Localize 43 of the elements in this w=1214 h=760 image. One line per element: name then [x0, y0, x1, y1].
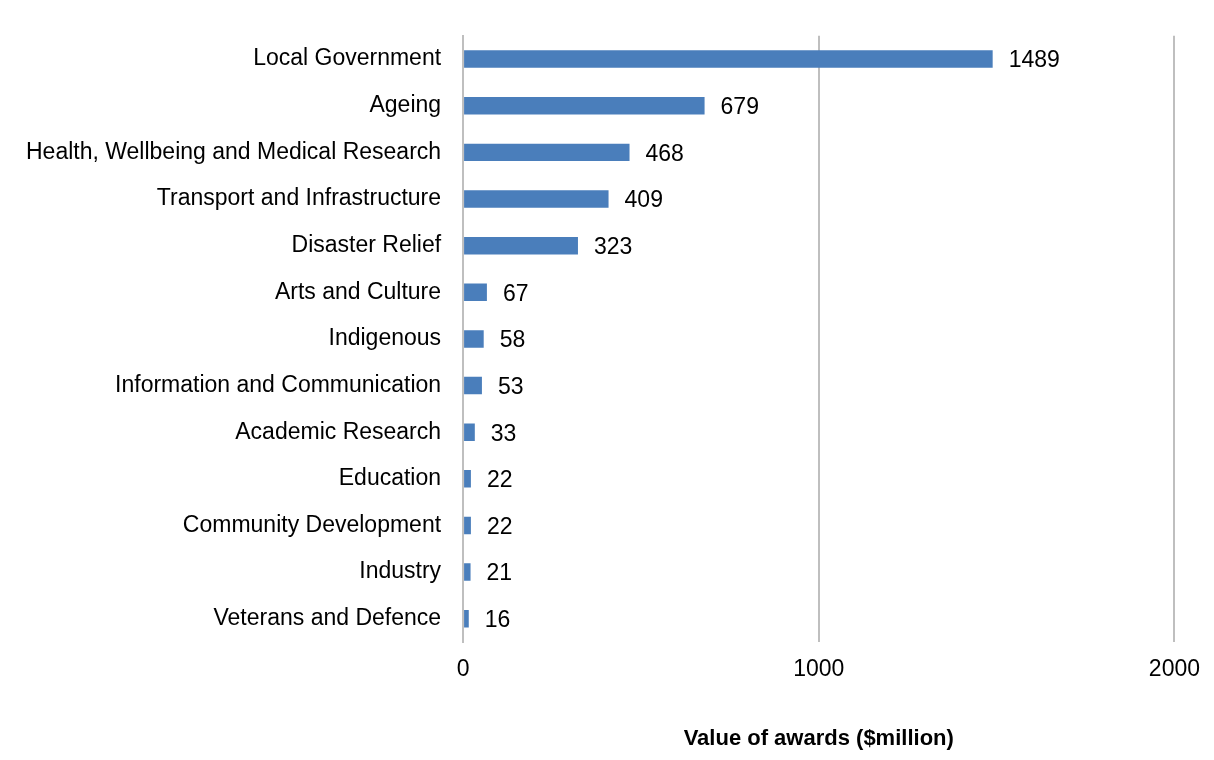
y-tick-label: Academic Research [235, 417, 442, 444]
y-tick-label: Industry [359, 557, 442, 584]
x-tick-label: 0 [456, 655, 470, 682]
bar [464, 143, 630, 162]
bar [464, 283, 487, 302]
bar [464, 236, 578, 255]
data-label: 53 [497, 372, 524, 399]
bar [464, 609, 469, 628]
data-label: 1489 [1008, 46, 1060, 73]
data-label: 409 [624, 186, 663, 213]
y-tick-label: Information and Communication [115, 370, 442, 397]
y-tick-label: Ageing [369, 91, 442, 118]
data-label: 33 [490, 419, 517, 446]
data-label: 67 [502, 279, 529, 306]
bar [464, 330, 484, 348]
bar [464, 97, 705, 115]
data-label: 679 [720, 93, 759, 120]
bar [464, 470, 471, 488]
bar [464, 423, 475, 441]
y-tick-label: Disaster Relief [291, 230, 442, 257]
y-tick-label: Education [338, 464, 442, 491]
y-tick-label: Local Government [253, 44, 442, 71]
x-tick-label: 2000 [1148, 655, 1200, 682]
data-label: 22 [486, 512, 513, 539]
bar [464, 190, 609, 208]
data-label: 22 [486, 466, 513, 493]
y-tick-label: Community Development [182, 510, 442, 537]
x-axis-title: Value of awards ($million) [683, 724, 954, 750]
y-tick-label: Transport and Infrastructure [156, 184, 442, 211]
y-tick-label: Health, Wellbeing and Medical Research [26, 137, 442, 164]
data-label: 16 [484, 606, 511, 633]
bar [464, 563, 471, 581]
bar [464, 50, 993, 68]
data-label: 468 [645, 139, 684, 166]
data-label: 58 [499, 326, 526, 353]
bar [464, 516, 471, 535]
y-tick-label: Indigenous [328, 324, 442, 351]
y-tick-label: Arts and Culture [274, 277, 442, 304]
y-tick-label: Veterans and Defence [213, 604, 442, 631]
bar [464, 376, 482, 395]
data-label: 21 [486, 559, 513, 586]
x-tick-label: 1000 [793, 655, 845, 682]
data-label: 323 [593, 232, 633, 259]
